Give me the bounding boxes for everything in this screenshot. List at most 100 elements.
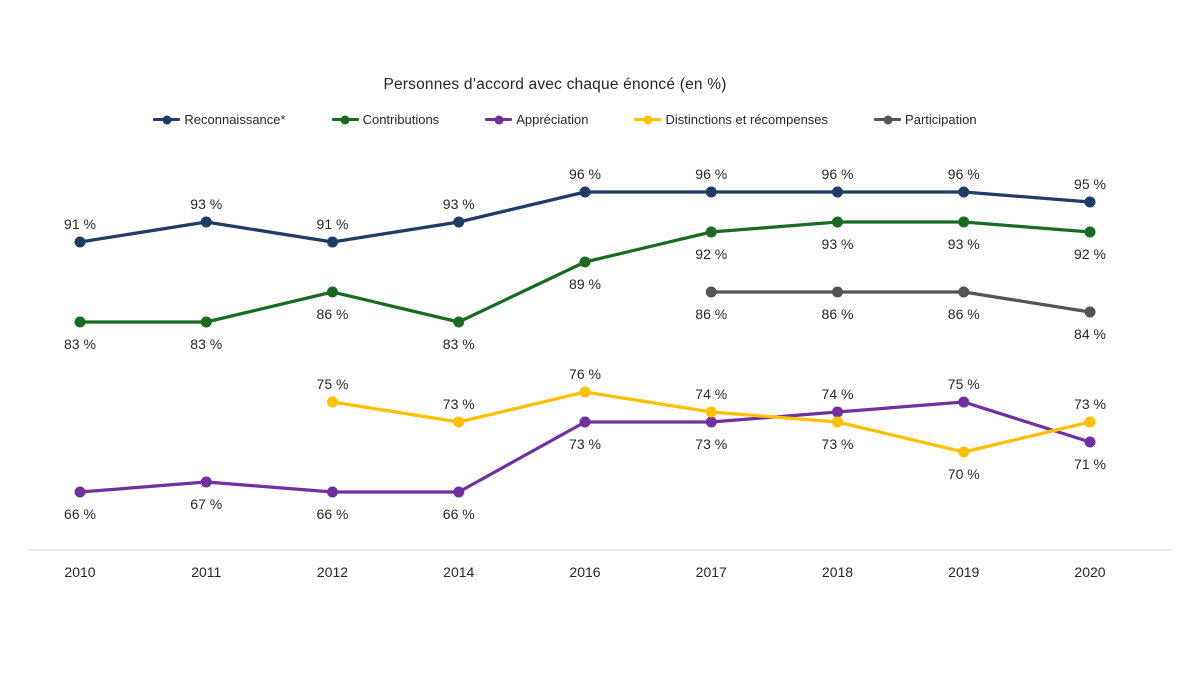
legend-line-marker-icon [874, 115, 902, 124]
legend-dot-icon [162, 115, 172, 124]
data-label: 70 % [948, 466, 980, 482]
data-label: 86 % [317, 306, 349, 322]
data-point [705, 406, 717, 418]
data-point [705, 416, 717, 428]
data-point [832, 406, 843, 418]
legend-item-distinctions: Distinctions et récompenses [634, 112, 828, 127]
legend-item-reconnaissance: Reconnaissance* [153, 112, 286, 127]
data-label: 66 % [443, 506, 475, 522]
legend-line-marker-icon [331, 115, 359, 124]
legend-label: Reconnaissance* [184, 112, 286, 127]
data-label: 83 % [443, 336, 475, 352]
data-label: 73 % [822, 436, 854, 452]
data-point [453, 416, 465, 428]
data-label: 73 % [443, 396, 475, 412]
data-point [327, 236, 338, 248]
legend-dot-icon [494, 115, 504, 124]
data-label: 86 % [822, 306, 854, 322]
x-axis-label: 2018 [822, 564, 853, 580]
data-label: 86 % [948, 306, 980, 322]
legend-dot-icon [643, 115, 653, 124]
series-line-0 [78, 190, 1092, 244]
x-axis-label: 2014 [443, 564, 474, 580]
data-label: 83 % [190, 336, 222, 352]
x-axis-label: 2020 [1074, 564, 1105, 580]
legend-dot-icon [340, 115, 350, 124]
data-label: 74 % [695, 386, 727, 402]
data-point [705, 186, 717, 198]
x-axis-label: 2016 [569, 564, 600, 580]
data-label: 67 % [190, 496, 222, 512]
legend-label: Appréciation [516, 112, 589, 127]
data-point [200, 216, 212, 228]
data-point [832, 186, 843, 198]
data-point [74, 486, 86, 498]
data-point [705, 226, 717, 238]
data-label: 73 % [1074, 396, 1106, 412]
data-point [453, 216, 465, 228]
data-point [958, 186, 970, 198]
legend-line-marker-icon [153, 115, 181, 124]
data-label: 73 % [695, 436, 727, 452]
data-point [200, 316, 212, 328]
data-label: 96 % [948, 166, 980, 182]
data-label: 93 % [822, 236, 854, 252]
data-point [958, 396, 970, 408]
data-point [958, 216, 970, 228]
data-label: 93 % [948, 236, 980, 252]
data-label: 71 % [1074, 456, 1106, 472]
data-point [1084, 436, 1096, 448]
legend-item-appreciation: Appréciation [485, 112, 588, 127]
legend-item-contributions: Contributions [331, 112, 440, 127]
chart-legend: Reconnaissance* Contributions Appréciati… [0, 112, 1130, 127]
data-label: 86 % [695, 306, 727, 322]
data-point [1084, 196, 1096, 208]
data-point [327, 396, 338, 408]
data-point [579, 256, 591, 268]
data-label: 76 % [569, 366, 601, 382]
data-label: 66 % [64, 506, 96, 522]
x-axis-label: 2019 [948, 564, 979, 580]
data-point [579, 186, 591, 198]
data-point [958, 446, 970, 458]
data-label: 92 % [1074, 246, 1106, 262]
data-label: 83 % [64, 336, 96, 352]
data-label: 89 % [569, 276, 601, 292]
data-point [832, 216, 843, 228]
x-axis-label: 2010 [64, 564, 95, 580]
data-label: 92 % [695, 246, 727, 262]
legend-item-participation: Participation [874, 112, 977, 127]
legend-dot-icon [883, 115, 893, 124]
data-point [832, 416, 843, 428]
data-point [74, 236, 86, 248]
data-point [453, 316, 465, 328]
data-label: 93 % [190, 196, 222, 212]
data-label: 75 % [317, 376, 349, 392]
chart-title: Personnes d’accord avec chaque énoncé (e… [383, 76, 727, 93]
x-axis-label: 2017 [696, 564, 727, 580]
data-label: 75 % [948, 376, 980, 392]
data-point [1084, 416, 1096, 428]
x-axis-label: 2011 [191, 564, 221, 580]
data-label: 91 % [317, 216, 349, 232]
series-line-1 [78, 220, 1092, 324]
data-point [200, 476, 212, 488]
data-label: 66 % [317, 506, 349, 522]
data-point [579, 386, 591, 398]
data-label: 91 % [64, 216, 96, 232]
data-label: 93 % [443, 196, 475, 212]
legend-label: Contributions [362, 112, 440, 127]
legend-label: Participation [905, 112, 977, 127]
data-point [74, 316, 86, 328]
data-label: 96 % [822, 166, 854, 182]
legend-label: Distinctions et récompenses [665, 112, 829, 127]
data-point [958, 286, 970, 298]
data-point [705, 286, 717, 298]
data-label: 73 % [569, 436, 601, 452]
data-point [453, 486, 465, 498]
data-point [832, 286, 843, 298]
data-point [327, 286, 338, 298]
data-point [579, 416, 591, 428]
